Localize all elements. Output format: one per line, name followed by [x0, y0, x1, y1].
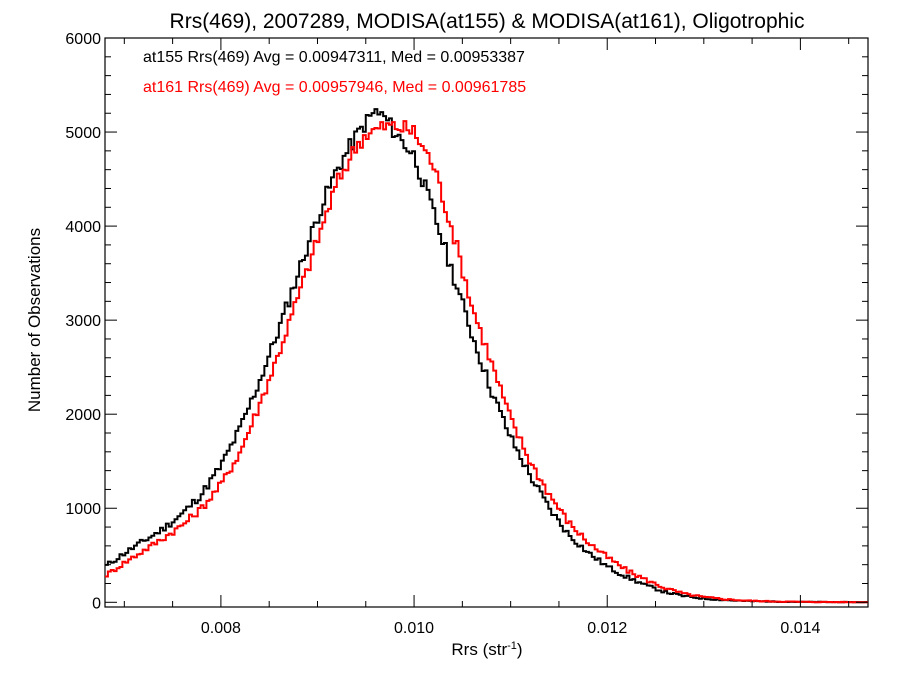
chart-title: Rrs(469), 2007289, MODISA(at155) & MODIS…	[170, 10, 805, 33]
x-axis-label: Rrs (str-1)	[451, 640, 522, 659]
x-axis-label-main: Rrs (str	[451, 640, 507, 659]
y-tick-label: 3000	[65, 313, 101, 330]
y-tick-label: 1000	[65, 501, 101, 518]
x-tick-label: 0.014	[780, 620, 820, 637]
annotation-at161: at161 Rrs(469) Avg = 0.00957946, Med = 0…	[143, 79, 526, 96]
x-tick-label: 0.012	[587, 620, 627, 637]
series-line-at161	[105, 120, 869, 604]
x-tick-label: 0.010	[394, 620, 434, 637]
x-axis-label-close: )	[517, 640, 523, 659]
y-tick-label: 0	[92, 595, 101, 612]
plot-frame	[104, 37, 869, 608]
x-tick-label: 0.008	[201, 620, 241, 637]
x-axis-label-superscript: -1	[507, 640, 517, 652]
y-tick-label: 2000	[65, 407, 101, 424]
y-tick-label: 5000	[65, 125, 101, 142]
y-tick-label: 4000	[65, 219, 101, 236]
y-tick-label: 6000	[65, 31, 101, 48]
annotation-at155: at155 Rrs(469) Avg = 0.00947311, Med = 0…	[143, 49, 525, 66]
y-axis-label: Number of Observations	[25, 228, 44, 412]
